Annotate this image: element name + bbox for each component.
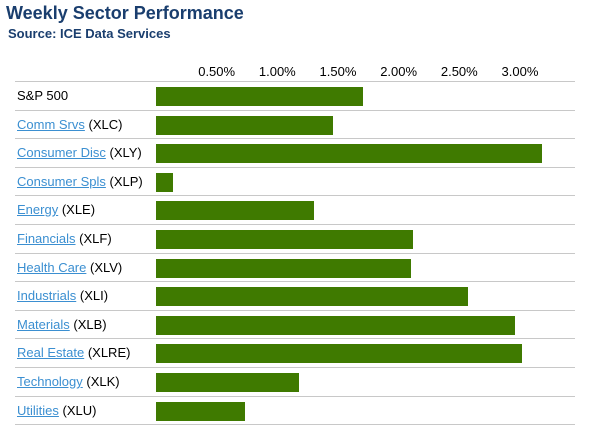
table-row: Consumer Disc (XLY) — [15, 139, 575, 168]
sector-label: Health Care (XLV) — [17, 260, 122, 275]
sector-label: S&P 500 — [17, 88, 68, 103]
table-top-border — [15, 81, 575, 82]
table-row: Consumer Spls (XLP) — [15, 168, 575, 197]
sector-link[interactable]: Comm Srvs — [17, 116, 85, 132]
sector-label: Comm Srvs (XLC) — [17, 117, 122, 132]
sector-link[interactable]: Technology — [17, 373, 83, 389]
sector-table: S&P 500 Comm Srvs (XLC) Consumer Disc (XLY… — [15, 81, 575, 426]
x-tick-label: 3.00% — [501, 64, 539, 79]
sector-link[interactable]: Materials — [17, 316, 70, 332]
table-row: Real Estate (XLRE) — [15, 339, 575, 368]
x-tick-label: 2.00% — [380, 64, 418, 79]
performance-bar — [156, 344, 523, 364]
performance-bar — [156, 315, 516, 335]
sector-ticker: (XLK) — [86, 373, 120, 389]
sector-link[interactable]: Utilities — [17, 402, 59, 418]
sector-ticker: (XLB) — [73, 316, 107, 332]
table-row: Technology (XLK) — [15, 368, 575, 397]
sector-label: Industrials (XLI) — [17, 288, 108, 303]
performance-bar — [156, 172, 173, 192]
sector-link[interactable]: Real Estate — [17, 345, 85, 361]
sector-link[interactable]: Energy — [17, 202, 59, 218]
table-row: Materials (XLB) — [15, 311, 575, 340]
table-row: S&P 500 — [15, 82, 575, 111]
chart-title: Weekly Sector Performance — [6, 3, 244, 23]
sector-ticker: (XLF) — [79, 230, 112, 246]
performance-bar — [156, 401, 245, 421]
sector-label: Utilities (XLU) — [17, 403, 96, 418]
x-tick-label: 1.50% — [319, 64, 357, 79]
performance-bar — [156, 115, 334, 135]
sector-link[interactable]: Consumer Disc — [17, 145, 106, 161]
performance-bar — [156, 201, 314, 221]
table-row: Industrials (XLI) — [15, 282, 575, 311]
sector-ticker: (XLP) — [109, 173, 143, 189]
sector-label: Technology (XLK) — [17, 374, 120, 389]
sector-name: S&P 500 — [17, 88, 69, 103]
performance-bar — [156, 372, 300, 392]
table-row: Energy (XLE) — [15, 196, 575, 225]
x-tick-label: 2.50% — [440, 64, 478, 79]
sector-label: Consumer Spls (XLP) — [17, 174, 143, 189]
sector-ticker: (XLV) — [90, 259, 123, 275]
sector-link[interactable]: Health Care — [17, 259, 87, 275]
sector-link[interactable]: Industrials — [17, 288, 77, 304]
sector-label: Energy (XLE) — [17, 202, 95, 217]
table-row: Health Care (XLV) — [15, 254, 575, 283]
sector-ticker: (XLE) — [61, 202, 96, 218]
x-tick-label: 1.00% — [258, 64, 296, 79]
sector-label: Financials (XLF) — [17, 231, 112, 246]
table-row: Financials (XLF) — [15, 225, 575, 254]
table-row: Comm Srvs (XLC) — [15, 111, 575, 140]
performance-bar — [156, 287, 468, 307]
sector-label: Materials (XLB) — [17, 317, 107, 332]
performance-bar — [156, 229, 414, 249]
sector-label: Consumer Disc (XLY) — [17, 145, 142, 160]
sector-ticker: (XLC) — [88, 116, 123, 132]
x-tick-label: 0.50% — [198, 64, 236, 79]
table-row: Utilities (XLU) — [15, 397, 575, 426]
sector-ticker: (XLY) — [109, 145, 142, 161]
sector-ticker: (XLRE) — [87, 345, 131, 361]
performance-bar — [156, 144, 542, 164]
sector-label: Real Estate (XLRE) — [17, 345, 130, 360]
sector-ticker: (XLU) — [62, 402, 97, 418]
sector-link[interactable]: Consumer Spls — [17, 173, 106, 189]
performance-bar — [156, 258, 411, 278]
x-axis-ticks: 0.50% 1.00% 1.50% 2.00% 2.50% 3.00% — [0, 64, 592, 82]
chart-subtitle: Source: ICE Data Services — [8, 26, 171, 41]
sector-link[interactable]: Financials — [17, 230, 76, 246]
performance-bar — [156, 87, 364, 106]
sector-ticker: (XLI) — [79, 288, 109, 304]
